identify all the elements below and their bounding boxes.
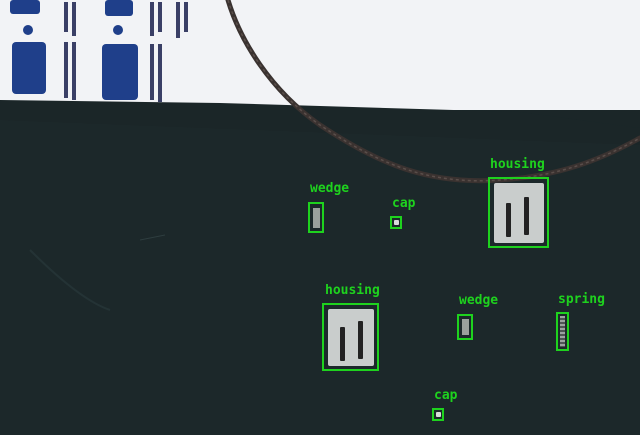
detection-box-housing	[322, 303, 379, 371]
detection-box-housing	[488, 177, 549, 248]
detection-label-spring: spring	[558, 292, 605, 307]
wedge-part	[313, 208, 320, 228]
detection-label-housing: housing	[490, 157, 545, 172]
detection-label-wedge: wedge	[310, 181, 350, 196]
cap-part	[436, 412, 441, 417]
detection-box-spring	[556, 312, 569, 351]
detection-label-housing: housing	[325, 283, 380, 298]
detection-label-cap: cap	[392, 196, 416, 211]
poster	[0, 0, 640, 110]
detection-label-cap: cap	[434, 388, 458, 403]
housing-part	[494, 183, 544, 243]
poster-text-lines	[64, 2, 188, 102]
housing-part	[328, 309, 374, 366]
detection-label-wedge: wedge	[459, 293, 499, 308]
cap-part	[394, 220, 399, 225]
detection-box-cap	[390, 216, 402, 229]
cable	[225, 0, 640, 184]
paw-print-logo	[10, 0, 138, 100]
wedge-part	[462, 319, 469, 335]
detection-box-wedge	[308, 202, 324, 233]
spring-part	[560, 316, 565, 347]
detection-box-cap	[432, 408, 444, 421]
detection-box-wedge	[457, 314, 473, 340]
